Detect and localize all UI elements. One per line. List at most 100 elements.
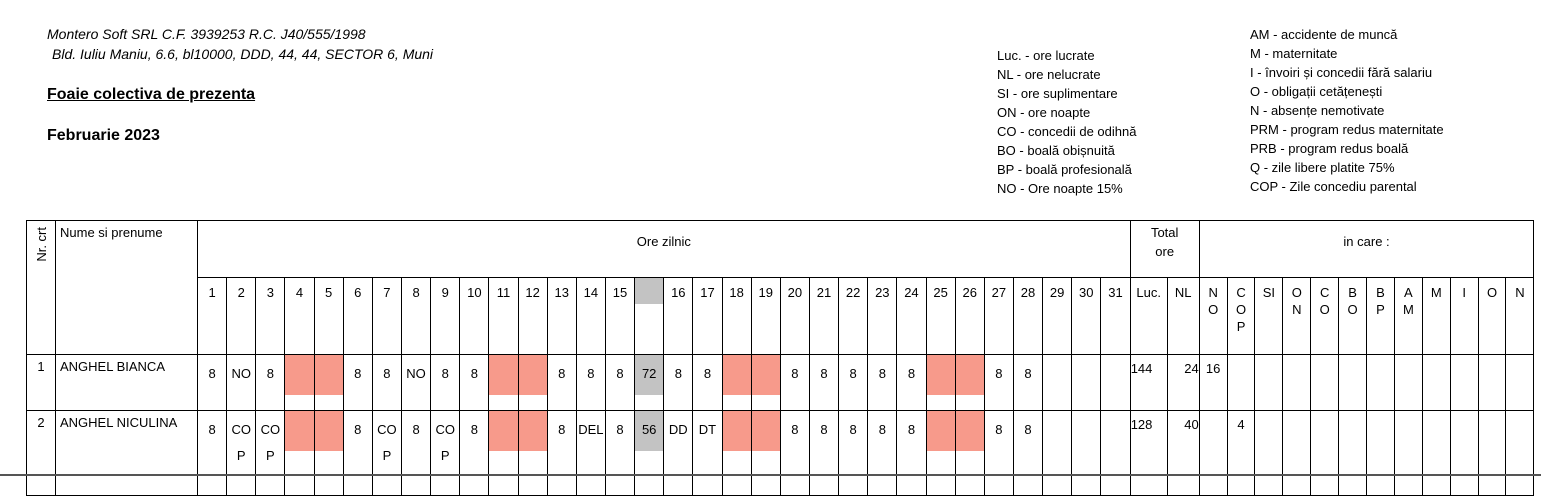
- day-value: 8: [208, 366, 216, 381]
- legend-item: PRM - program redus maternitate: [1250, 122, 1444, 137]
- incare-col-header: M: [1421, 277, 1451, 355]
- day-cell: [517, 354, 548, 411]
- incare-col-header: O N: [1282, 277, 1312, 355]
- incare-value: [1366, 354, 1395, 411]
- attendance-table: Nr. crt Nume si prenume Ore zilnic Total…: [26, 220, 1535, 496]
- days-header: Ore zilnic: [197, 220, 1131, 278]
- legend-item: BO - boală obișnuită: [997, 143, 1115, 158]
- day-cell: [488, 354, 519, 411]
- day-cell: 8: [779, 354, 810, 411]
- company-info: Montero Soft SRL C.F. 3939253 R.C. J40/5…: [47, 24, 433, 64]
- day-header: 28: [1012, 277, 1044, 355]
- day-cell: [925, 410, 956, 496]
- employee-name: ANGHEL NICULINA: [55, 410, 198, 496]
- day-value: 8: [791, 366, 799, 381]
- legend-item: AM - accidente de muncă: [1250, 27, 1398, 42]
- day-cell: NO: [400, 354, 432, 411]
- day-cell: [313, 354, 344, 411]
- incare-value: 16: [1198, 354, 1228, 411]
- day-value: 8: [791, 422, 799, 437]
- day-value: NO: [406, 366, 426, 381]
- day-cell: 8: [838, 354, 869, 411]
- day-value: 8: [616, 366, 624, 381]
- incare-col-header: B P: [1366, 277, 1395, 355]
- weekend-fill: [751, 355, 780, 395]
- weekend-fill: [751, 411, 780, 451]
- day-value: 8: [266, 366, 274, 381]
- day-header: 18: [721, 277, 752, 355]
- day-cell: [284, 410, 315, 496]
- nr-header-label: Nr. crt: [33, 227, 49, 262]
- incare-header: in care :: [1198, 220, 1535, 278]
- legend-item: N - absențe nemotivate: [1250, 103, 1385, 118]
- day-header: 26: [954, 277, 985, 355]
- incare-value: [1366, 410, 1395, 496]
- day-value: DEL: [578, 422, 604, 437]
- day-value: 8: [907, 422, 916, 437]
- legend-item: M - maternitate: [1250, 46, 1338, 61]
- day-value: 8: [878, 366, 886, 381]
- incare-col-header: N: [1505, 277, 1535, 355]
- day-cell: 8: [342, 410, 373, 496]
- day-header: 23: [867, 277, 898, 355]
- day-value: 8: [412, 422, 420, 437]
- row-number: 1: [26, 354, 56, 411]
- weekend-fill: [926, 411, 955, 451]
- incare-col-header: C O: [1310, 277, 1340, 355]
- legend-item: NL - ore nelucrate: [997, 67, 1101, 82]
- day-cell: 8: [546, 354, 577, 411]
- day-cell: COP: [371, 410, 402, 496]
- day-cell: 8: [983, 410, 1014, 496]
- incare-value: [1198, 410, 1228, 496]
- day-value: 8: [354, 366, 362, 381]
- day-cell: [284, 354, 315, 411]
- day-header: 5: [313, 277, 344, 355]
- day-header: 19: [750, 277, 781, 355]
- weekend-fill: [926, 355, 955, 395]
- day-value: 8: [354, 422, 362, 437]
- day-cell: [750, 354, 781, 411]
- incare-value: [1226, 354, 1256, 411]
- day-cell: [1100, 410, 1131, 496]
- day-cell: COP: [226, 410, 257, 496]
- day-value: NO: [231, 366, 251, 381]
- day-cell: [954, 354, 985, 411]
- incare-value: [1449, 354, 1479, 411]
- day-header: 10: [459, 277, 490, 355]
- day-cell: 8: [867, 410, 898, 496]
- day-cell: [1071, 410, 1102, 496]
- day-value: 8: [820, 366, 828, 381]
- day-cell: DEL: [575, 410, 606, 496]
- day-value: COP: [377, 422, 397, 463]
- incare-value: 4: [1226, 410, 1256, 496]
- day-header: 30: [1071, 277, 1102, 355]
- incare-col-header: B O: [1338, 277, 1368, 355]
- weekend-fill: [518, 411, 547, 451]
- page-title: Foaie colectiva de prezenta: [47, 86, 256, 103]
- total-value: 128: [1129, 410, 1168, 496]
- incare-value: [1449, 410, 1479, 496]
- incare-col-header: N O: [1198, 277, 1228, 355]
- day-cell: 8: [1012, 410, 1044, 496]
- day-value: 8: [470, 422, 478, 437]
- incare-value: [1505, 410, 1535, 496]
- day-value: 8: [587, 366, 595, 381]
- day-value: 8: [383, 366, 391, 381]
- incare-value: [1282, 354, 1312, 411]
- day-cell: COP: [255, 410, 286, 496]
- incare-col-header: A M: [1393, 277, 1423, 355]
- incare-value: [1477, 354, 1507, 411]
- incare-value: [1310, 410, 1340, 496]
- week-total-fill: [635, 355, 664, 395]
- legend-item: SI - ore suplimentare: [997, 86, 1118, 101]
- day-header: 29: [1042, 277, 1073, 355]
- day-value: DD: [668, 422, 688, 437]
- incare-value: [1254, 410, 1284, 496]
- day-value: COP: [231, 422, 251, 463]
- week-total-value: 72: [641, 366, 657, 381]
- legend-left: Luc. - ore lucrate NL - ore nelucrate SI -…: [997, 46, 1136, 198]
- day-header: 7: [371, 277, 402, 355]
- day-cell: 8: [808, 410, 840, 496]
- day-header: 11: [488, 277, 519, 355]
- weekend-fill: [955, 355, 984, 395]
